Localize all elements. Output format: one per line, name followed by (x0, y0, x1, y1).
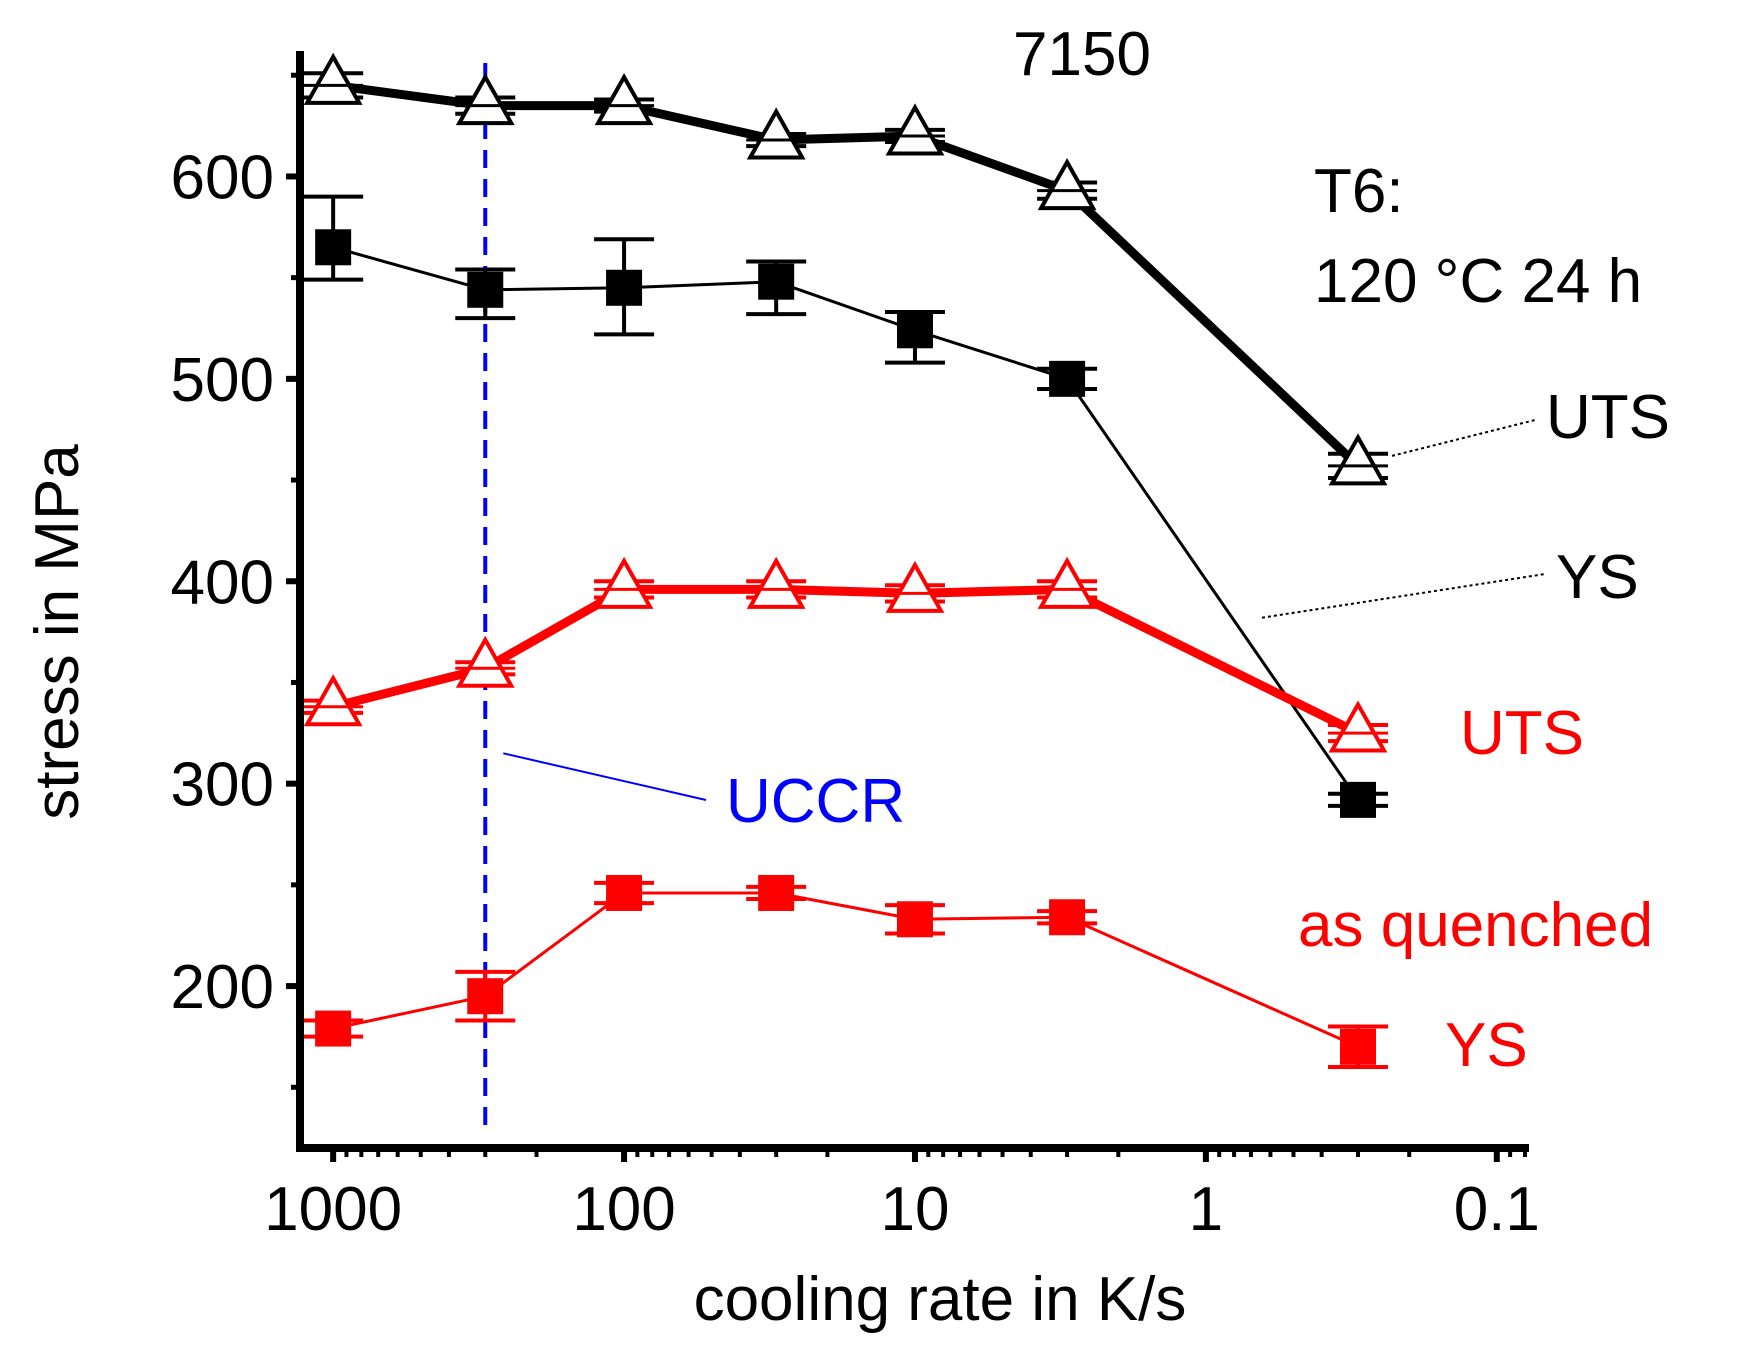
treatment-label-line2: 120 °C 24 h (1314, 247, 1642, 316)
uccr-label: UCCR (726, 767, 905, 836)
data-point (1340, 1028, 1377, 1065)
data-point (1328, 700, 1388, 753)
y-axis-label: stress in MPa (23, 444, 92, 820)
series-as-quenched-uts (303, 556, 1389, 753)
t6-ys-label: YS (1556, 543, 1639, 612)
data-point (1340, 781, 1377, 818)
x-tick-label: 100 (572, 1175, 675, 1244)
data-point (758, 874, 795, 911)
aq-uts-label: UTS (1460, 699, 1584, 768)
t6-uts-label: UTS (1546, 383, 1670, 452)
annotation-leader-lines (503, 419, 1546, 801)
series-T6-ys (303, 194, 1389, 818)
data-point (1037, 158, 1097, 211)
data-point (303, 52, 363, 105)
series-T6-uts (303, 52, 1389, 486)
data-point (455, 635, 515, 688)
data-point (1049, 899, 1086, 936)
t6-uts-leader (1391, 419, 1536, 457)
y-tick-label: 300 (171, 751, 274, 820)
data-point (1049, 360, 1086, 397)
data-point (315, 1010, 352, 1047)
data-point (594, 556, 654, 609)
y-tick-label: 200 (171, 953, 274, 1022)
data-point (467, 271, 504, 308)
data-point (758, 263, 795, 300)
data-point (896, 901, 933, 938)
data-point (594, 73, 654, 126)
data-point (467, 978, 504, 1015)
axes: 200 300 400 500 600 1000 100 10 1 0.1 (171, 51, 1540, 1244)
data-point (885, 560, 945, 613)
data-point (885, 103, 945, 156)
x-tick-label: 10 (880, 1175, 949, 1244)
data-point (746, 556, 806, 609)
data-point (606, 269, 643, 306)
chart-title: 7150 (1013, 20, 1151, 89)
as-quenched-label: as quenched (1298, 891, 1653, 960)
x-tick-label: 1 (1189, 1175, 1223, 1244)
treatment-label-line1: T6: (1314, 157, 1404, 226)
x-tick-label: 1000 (264, 1175, 402, 1244)
data-point (315, 229, 352, 266)
x-axis-label: cooling rate in K/s (694, 1265, 1187, 1334)
aq-ys-label: YS (1445, 1011, 1528, 1080)
data-point (606, 874, 643, 911)
data-point (455, 73, 515, 126)
data-point (303, 674, 363, 727)
y-tick-label: 600 (171, 143, 274, 212)
x-tick-label: 0.1 (1454, 1175, 1540, 1244)
y-tick-label: 400 (171, 548, 274, 617)
data-point (896, 312, 933, 349)
series-as-quenched-ys (303, 874, 1389, 1070)
data-point (1328, 433, 1388, 486)
data-point (746, 107, 806, 160)
data-point (1037, 556, 1097, 609)
plot-series (303, 52, 1389, 1070)
y-tick-label: 500 (171, 346, 274, 415)
t6-ys-leader (1261, 573, 1546, 619)
uccr-leader (503, 752, 707, 801)
